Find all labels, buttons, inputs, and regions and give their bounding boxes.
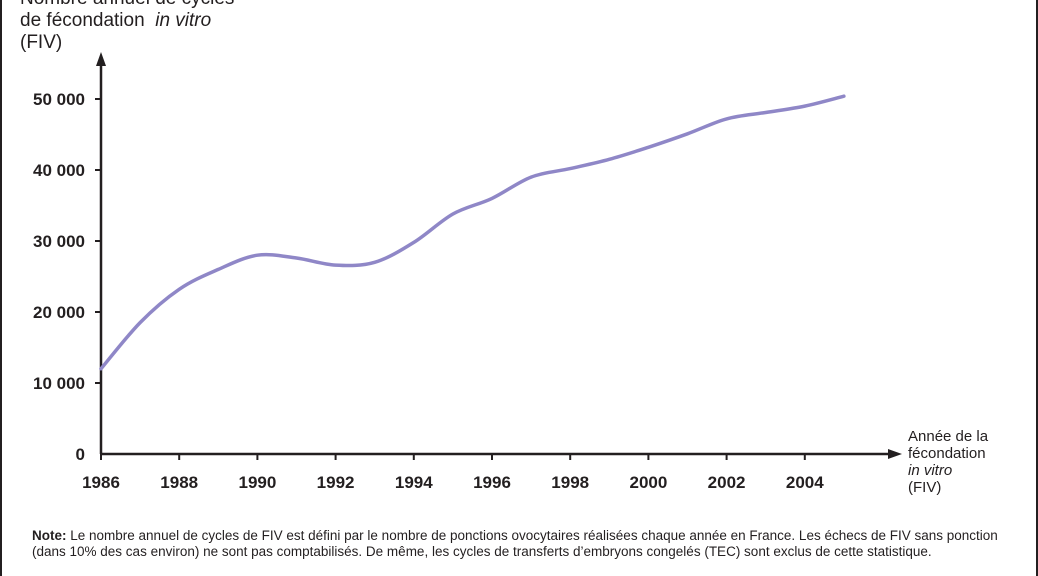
footnote: Note: Le nombre annuel de cycles de FIV … [32, 528, 1007, 560]
y-axis-label: Nombre annuel de cycles de fécondation i… [20, 0, 260, 54]
x-axis-arrow [888, 449, 902, 459]
y-axis-label-line2-italic: in vitro [155, 10, 212, 31]
x-axis-label-line2: fécondation [908, 445, 986, 462]
x-axis-label-line1: Année de la [908, 428, 989, 445]
x-tick-label: 1990 [238, 473, 276, 492]
y-tick-label: 20 000 [33, 303, 85, 322]
y-tick-label: 10 000 [33, 374, 85, 393]
y-axis-label-line1: Nombre annuel de cycles [20, 0, 260, 10]
x-tick-label: 1992 [317, 473, 355, 492]
footnote-label: Note: [32, 528, 67, 543]
x-axis-label: Année de la fécondation in vitro (FIV) [908, 428, 1028, 496]
y-axis-arrow [96, 52, 106, 66]
y-tick-label: 40 000 [33, 161, 85, 180]
y-tick-label: 30 000 [33, 232, 85, 251]
x-tick-label: 2004 [786, 473, 824, 492]
y-axis-label-line2-text: de fécondation [20, 10, 145, 31]
x-axis-label-line3: in vitro [908, 462, 953, 479]
x-axis-label-line4: (FIV) [908, 479, 942, 496]
y-axis-label-line2: de fécondation in vitro [20, 10, 260, 32]
y-axis-label-line3: (FIV) [20, 32, 63, 53]
series-line [99, 94, 846, 371]
y-tick-label: 0 [76, 445, 85, 464]
y-tick-label: 50 000 [33, 90, 85, 109]
x-tick-label: 1988 [160, 473, 198, 492]
x-tick-label: 2002 [708, 473, 746, 492]
x-tick-label: 1998 [551, 473, 589, 492]
footnote-text: Le nombre annuel de cycles de FIV est dé… [32, 528, 998, 559]
x-tick-label: 1996 [473, 473, 511, 492]
x-tick-label: 2000 [629, 473, 667, 492]
x-tick-label: 1986 [82, 473, 120, 492]
x-tick-label: 1994 [395, 473, 433, 492]
